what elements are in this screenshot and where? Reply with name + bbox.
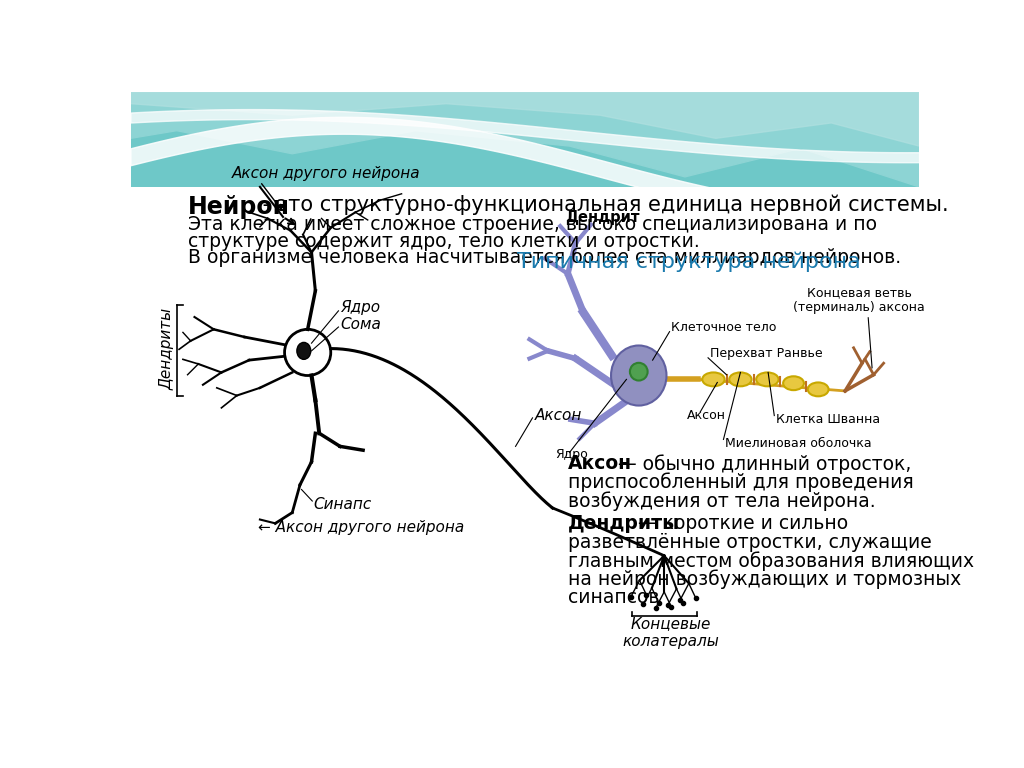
Text: синапсов: синапсов [568, 588, 659, 607]
Ellipse shape [808, 382, 828, 396]
Text: Перехват Ранвье: Перехват Ранвье [710, 347, 822, 360]
Polygon shape [131, 92, 920, 187]
Text: Аксон: Аксон [535, 408, 583, 423]
Polygon shape [131, 187, 920, 684]
Text: Клетка Шванна: Клетка Шванна [776, 413, 880, 426]
Text: Ядро: Ядро [556, 448, 589, 461]
Ellipse shape [756, 372, 778, 386]
Text: Концевая ветвь
(терминаль) аксона: Концевая ветвь (терминаль) аксона [794, 286, 925, 314]
Ellipse shape [783, 376, 804, 390]
Text: разветвлённые отростки, служащие: разветвлённые отростки, служащие [568, 532, 932, 551]
Text: Дендриты: Дендриты [160, 307, 175, 389]
Text: Аксон другого нейрона: Аксон другого нейрона [232, 167, 421, 181]
Text: — обычно длинный отросток,: — обычно длинный отросток, [611, 454, 911, 474]
Circle shape [285, 329, 331, 376]
Text: Дендрит: Дендрит [565, 210, 640, 225]
Text: ← Аксон другого нейрона: ← Аксон другого нейрона [258, 521, 464, 535]
Text: Концевые
колатералы: Концевые колатералы [622, 617, 719, 649]
Text: — короткие и сильно: — короткие и сильно [632, 514, 848, 533]
Ellipse shape [611, 346, 667, 406]
Ellipse shape [702, 372, 725, 386]
Text: Аксон: Аксон [568, 454, 632, 473]
Ellipse shape [630, 362, 647, 380]
Text: Дендриты: Дендриты [568, 514, 680, 533]
Text: приспособленный для проведения: приспособленный для проведения [568, 472, 913, 492]
Text: Эта клетка имеет сложное строение, высоко специализирована и по: Эта клетка имеет сложное строение, высок… [188, 215, 878, 234]
Text: В организме человека насчитывается более ста миллиардов нейронов.: В организме человека насчитывается более… [188, 248, 901, 267]
Ellipse shape [729, 372, 752, 386]
Text: главным местом образования влияющих: главным местом образования влияющих [568, 551, 974, 571]
Text: Синапс: Синапс [313, 498, 372, 512]
Polygon shape [131, 92, 920, 146]
Text: Аксон: Аксон [686, 409, 725, 422]
Polygon shape [131, 92, 920, 245]
Text: - это структурно-функциональная единица нервной системы.: - это структурно-функциональная единица … [256, 194, 948, 215]
Ellipse shape [297, 343, 310, 359]
Text: Типичная структура нейрона: Типичная структура нейрона [517, 251, 861, 272]
Text: Клеточное тело: Клеточное тело [671, 321, 776, 334]
Text: Сома: Сома [340, 317, 381, 333]
Text: Миелиновая оболочка: Миелиновая оболочка [725, 437, 871, 450]
Text: Нейрон: Нейрон [188, 194, 291, 219]
Text: возбуждения от тела нейрона.: возбуждения от тела нейрона. [568, 491, 876, 511]
Text: структуре содержит ядро, тело клетки и отростки.: структуре содержит ядро, тело клетки и о… [188, 232, 700, 251]
Text: на нейрон возбуждающих и тормозных: на нейрон возбуждающих и тормозных [568, 570, 962, 589]
Text: Ядро: Ядро [340, 300, 380, 315]
